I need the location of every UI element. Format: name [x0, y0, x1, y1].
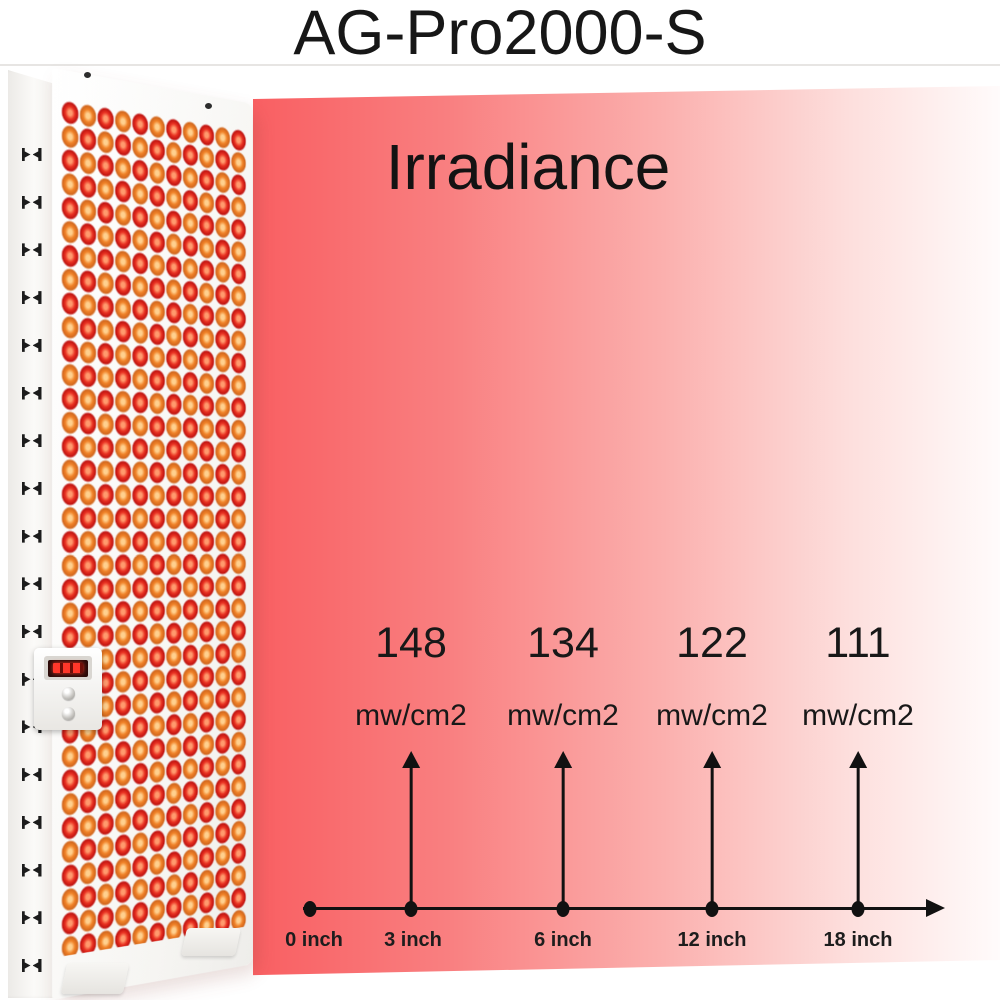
axis-dot-6inch — [556, 901, 570, 917]
measurement-column-18inch: 111 mw/cm2 — [802, 619, 914, 905]
irradiance-unit: mw/cm2 — [507, 699, 619, 732]
up-arrow-icon — [401, 751, 421, 905]
irradiance-unit: mw/cm2 — [802, 699, 914, 732]
irradiance-chart: Irradiance 148 mw/cm2 134 mw/cm2 122 mw/… — [253, 86, 1000, 976]
mounting-hook-icon — [22, 339, 42, 352]
axis-tick-label: 12 inch — [677, 929, 747, 951]
mounting-hook-icon — [22, 243, 42, 256]
axis-arrowhead-icon — [926, 899, 945, 917]
up-arrow-icon — [848, 751, 868, 905]
mounting-hook-column — [22, 148, 42, 972]
control-module — [34, 648, 102, 730]
measurement-column-12inch: 122 mw/cm2 — [656, 619, 768, 905]
mounting-hook-icon — [22, 434, 42, 447]
panel-foot — [181, 928, 241, 956]
screw-icon — [205, 103, 212, 109]
mounting-hook-icon — [22, 816, 42, 829]
screw-icon — [84, 72, 91, 78]
mounting-hook-icon — [22, 625, 42, 638]
mounting-hook-icon — [22, 768, 42, 781]
x-axis-line — [303, 907, 928, 910]
mounting-hook-icon — [22, 291, 42, 304]
irradiance-value: 134 — [527, 619, 599, 667]
mounting-hook-icon — [22, 148, 42, 161]
arrow-shaft — [856, 765, 860, 905]
header-divider — [0, 64, 1000, 66]
measurement-column-3inch: 148 mw/cm2 — [355, 619, 467, 905]
power-port — [61, 687, 75, 700]
panel-side-face — [8, 70, 55, 998]
mounting-hook-icon — [22, 196, 42, 209]
up-arrow-icon — [553, 751, 573, 905]
axis-tick-label: 18 inch — [823, 929, 893, 951]
chart-title: Irradiance — [385, 131, 671, 203]
axis-dot-12inch — [705, 901, 719, 917]
arrowhead-icon — [553, 751, 572, 768]
arrowhead-icon — [848, 751, 867, 768]
measurement-column-6inch: 134 mw/cm2 — [507, 619, 619, 905]
axis-tick-label: 3 inch — [384, 929, 442, 951]
display-window — [48, 659, 88, 677]
arrow-shaft — [710, 765, 714, 905]
irradiance-value: 148 — [375, 619, 447, 667]
axis-dot-0inch — [303, 901, 317, 917]
segment-glow — [53, 663, 83, 673]
axis-dot-3inch — [404, 901, 418, 917]
irradiance-unit: mw/cm2 — [656, 699, 768, 732]
mounting-hook-icon — [22, 530, 42, 543]
arrow-shaft — [409, 765, 413, 905]
irradiance-unit: mw/cm2 — [355, 699, 467, 732]
mounting-hook-icon — [22, 959, 42, 972]
link-port — [61, 707, 75, 720]
axis-tick-label: 0 inch — [285, 929, 343, 951]
x-axis — [253, 899, 1000, 917]
irradiance-value: 111 — [825, 619, 891, 667]
digital-display — [44, 656, 92, 680]
panel-foot — [60, 963, 130, 994]
axis-dot-18inch — [851, 901, 865, 917]
page-title: AG-Pro2000-S — [293, 0, 707, 68]
mounting-hook-icon — [22, 577, 42, 590]
arrowhead-icon — [401, 751, 420, 768]
mounting-hook-icon — [22, 911, 42, 924]
axis-tick-label: 6 inch — [534, 929, 592, 951]
panel-front-face — [52, 68, 253, 1000]
mounting-hook-icon — [22, 387, 42, 400]
led-panel-device — [0, 60, 262, 1000]
irradiance-value: 122 — [676, 619, 748, 667]
up-arrow-icon — [702, 751, 722, 905]
led-grid — [61, 99, 247, 957]
mounting-hook-icon — [22, 482, 42, 495]
arrowhead-icon — [702, 751, 721, 768]
arrow-shaft — [561, 765, 565, 905]
mounting-hook-icon — [22, 864, 42, 877]
